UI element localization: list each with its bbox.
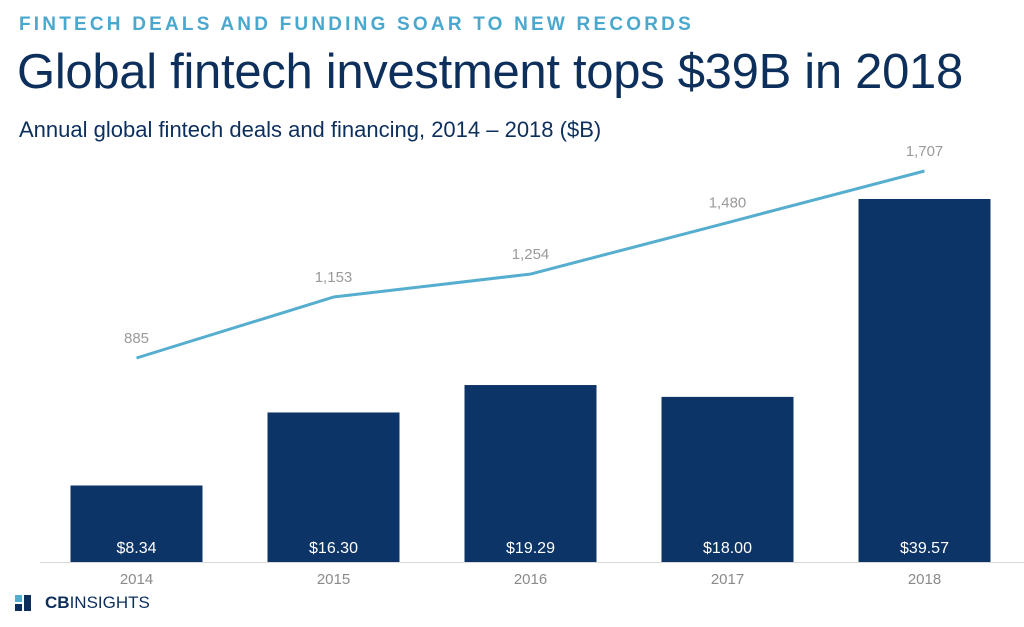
line-label-2015: 1,153 bbox=[315, 269, 353, 286]
bar-label-2018: $39.57 bbox=[900, 540, 949, 557]
bar-label-2015: $16.30 bbox=[309, 540, 358, 557]
bar-2018 bbox=[858, 199, 991, 562]
bar-label-2014: $8.34 bbox=[116, 540, 156, 557]
bar-2015 bbox=[267, 412, 400, 562]
deals-line bbox=[136, 169, 925, 360]
line-label-2014: 885 bbox=[124, 330, 149, 347]
chart-subtitle: Annual global fintech deals and financin… bbox=[19, 117, 602, 142]
x-tick-2017: 2017 bbox=[711, 571, 744, 588]
x-tick-2016: 2016 bbox=[514, 571, 547, 588]
chart-title: Global fintech investment tops $39B in 2… bbox=[17, 45, 963, 99]
line-label-2018: 1,707 bbox=[906, 143, 944, 160]
bar-2016 bbox=[464, 385, 597, 562]
line-label-2016: 1,254 bbox=[512, 246, 550, 263]
logo-cb-text: CB bbox=[45, 593, 70, 612]
bar-2014 bbox=[70, 485, 203, 562]
x-tick-2015: 2015 bbox=[317, 571, 350, 588]
bar-label-2017: $18.00 bbox=[703, 540, 752, 557]
line-label-2017: 1,480 bbox=[709, 195, 747, 212]
x-tick-2014: 2014 bbox=[120, 571, 153, 588]
cb-insights-logo: CB INSIGHTS bbox=[15, 593, 150, 613]
logo-insights-text: INSIGHTS bbox=[69, 593, 150, 612]
x-tick-2018: 2018 bbox=[908, 571, 941, 588]
bar-label-2016: $19.29 bbox=[506, 540, 555, 557]
chart-kicker: FINTECH DEALS AND FUNDING SOAR TO NEW RE… bbox=[19, 14, 694, 35]
cb-insights-logo-mark bbox=[15, 595, 31, 611]
bar-2017 bbox=[661, 396, 794, 562]
